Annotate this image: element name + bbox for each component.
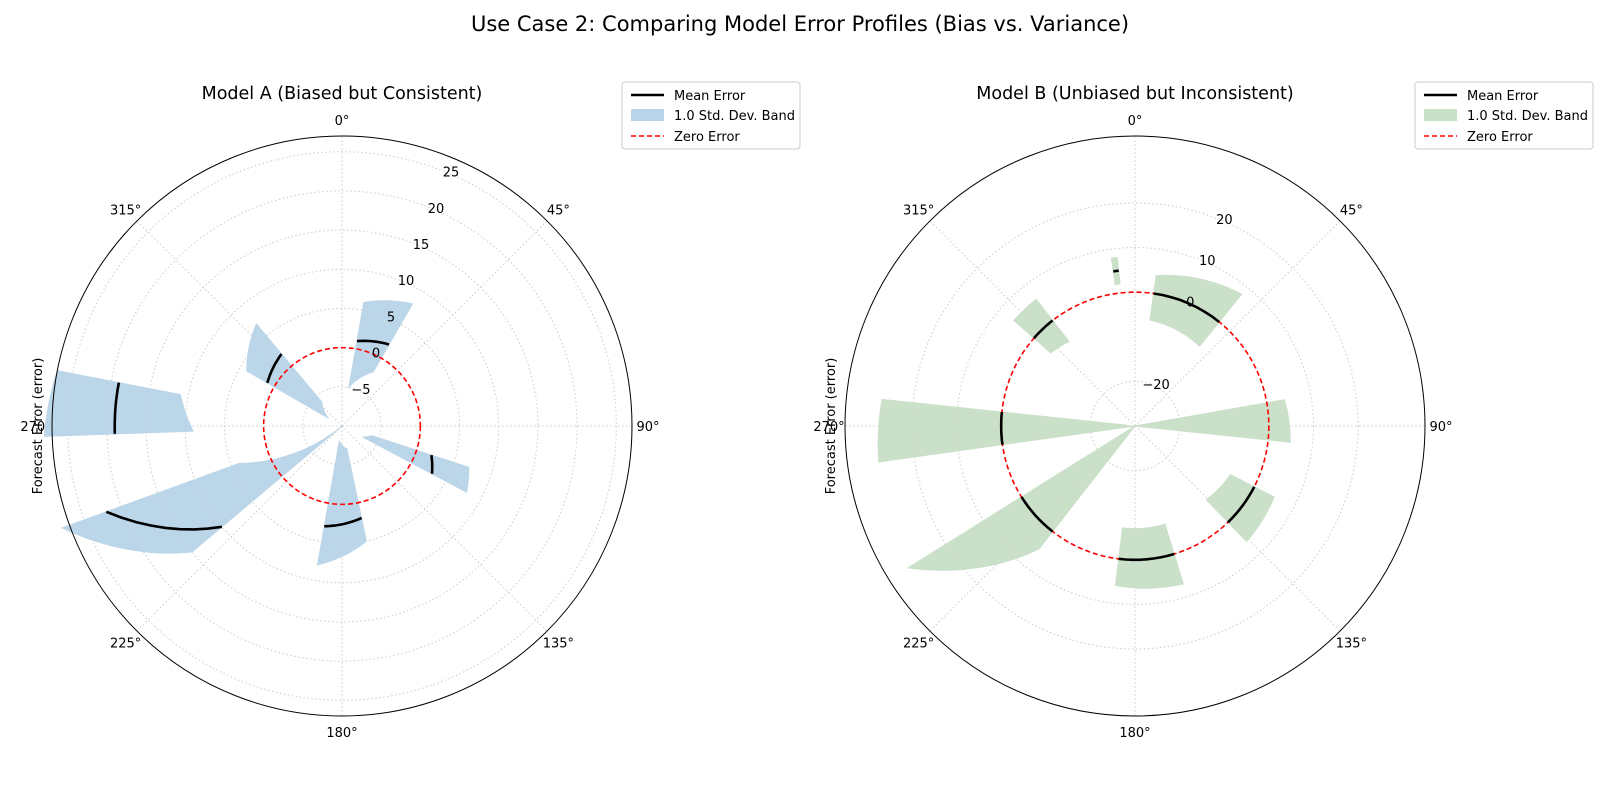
radial-gridline: [145, 229, 539, 623]
radial-tick-label: 10: [398, 274, 415, 289]
radial-gridline: [106, 190, 578, 662]
legend-band-label: 1.0 Std. Dev. Band: [1467, 109, 1588, 124]
angle-tick-label: 270°: [20, 420, 51, 435]
angle-tick-label: 315°: [110, 204, 141, 219]
legend-mean-label: Mean Error: [674, 89, 746, 104]
angle-tick-label: 45°: [547, 204, 570, 219]
legend-band-swatch: [1424, 109, 1457, 121]
mean-error-segment: [105, 510, 223, 531]
mean-error-segment: [113, 382, 121, 434]
angle-tick-label: 90°: [1429, 420, 1452, 435]
radial-tick-label: 0: [372, 347, 380, 362]
radial-tick-label: −20: [1142, 378, 1169, 393]
mean-error-segment: [1118, 552, 1175, 562]
std-band-sector: [316, 439, 367, 566]
std-band-sector: [1114, 523, 1184, 589]
angle-tick-label: 315°: [903, 204, 934, 219]
legend-band-swatch: [631, 109, 664, 121]
polar-plot-area: 0° 45° 90° 135° 180° 225° 270° 315° −5 0 5 10 15 20 25: [20, 114, 659, 741]
angular-gridline: [341, 425, 548, 632]
mean-error-segment: [1113, 269, 1119, 273]
mean-error-segment: [356, 339, 390, 346]
mean-error-segment: [1020, 496, 1054, 533]
radial-tick-label: −5: [351, 383, 370, 398]
mean-error-segment: [430, 454, 434, 474]
angle-tick-label: 270°: [813, 420, 844, 435]
std-band-sector: [60, 425, 343, 554]
std-band-sector: [877, 398, 1136, 463]
radial-axis-label: Forecast Error (error): [824, 358, 839, 495]
radial-tick-label: 0: [1186, 295, 1194, 310]
angle-tick-label: 0°: [335, 114, 350, 129]
legend-frame: [621, 81, 801, 150]
radial-tick-label: 25: [443, 166, 460, 181]
mean-error-segment: [1227, 486, 1256, 524]
std-band-sector: [348, 300, 414, 390]
mean-error-segment: [324, 516, 363, 528]
radial-tick-label: 5: [387, 310, 395, 325]
mean-error-segment: [1153, 292, 1220, 324]
angle-tick-label: 45°: [1340, 204, 1363, 219]
polar-frame: [51, 135, 633, 717]
radial-tick-label: 20: [1216, 213, 1233, 228]
legend-mean-label: Mean Error: [1467, 89, 1539, 104]
angle-tick-label: 0°: [1128, 114, 1143, 129]
panel-model-a: Model A (Biased but Consistent) 0° 45° 90°…: [20, 81, 801, 741]
std-band-sector: [43, 370, 194, 437]
legend-band-label: 1.0 Std. Dev. Band: [674, 109, 795, 124]
std-band-sector: [1013, 298, 1070, 354]
polar-frame: [844, 135, 1426, 717]
std-band-sector: [1134, 399, 1291, 443]
angle-tick-label: 225°: [110, 636, 141, 651]
mean-error-segment: [999, 411, 1004, 445]
panel-title: Model A (Biased but Consistent): [202, 84, 483, 104]
radial-tick-label: 20: [428, 202, 445, 217]
angular-gridline: [341, 220, 548, 427]
legend: Mean Error 1.0 Std. Dev. Band Zero Error: [1414, 81, 1594, 150]
angular-gridline: [1134, 220, 1341, 427]
radial-tick-label: 10: [1199, 254, 1216, 269]
std-band-sector: [246, 322, 329, 419]
figure-suptitle: Use Case 2: Comparing Model Error Profil…: [471, 12, 1129, 36]
angular-gridline: [136, 425, 343, 632]
angle-tick-label: 225°: [903, 636, 934, 651]
panel-model-b: Model B (Unbiased but Inconsistent) 0° 45…: [813, 81, 1594, 741]
angle-tick-label: 180°: [326, 726, 357, 741]
legend-zero-label: Zero Error: [674, 130, 740, 145]
angle-tick-label: 180°: [1119, 726, 1150, 741]
std-band-sector: [1149, 274, 1243, 348]
legend: Mean Error 1.0 Std. Dev. Band Zero Error: [621, 81, 801, 150]
mean-error-segment: [266, 353, 283, 384]
radial-tick-label: 15: [413, 238, 430, 253]
legend-zero-label: Zero Error: [1467, 130, 1533, 145]
panel-title: Model B (Unbiased but Inconsistent): [976, 84, 1293, 104]
mean-error-segment: [1033, 319, 1054, 340]
polar-plot-area: 0° 45° 90° 135° 180° 225° 270° 315° −20 0 10 20: [813, 114, 1452, 741]
angle-tick-label: 135°: [543, 636, 574, 651]
std-band-sector: [362, 435, 470, 493]
angle-tick-label: 135°: [1336, 636, 1367, 651]
legend-frame: [1414, 81, 1594, 150]
angle-tick-label: 90°: [636, 420, 659, 435]
radial-axis-label: Forecast Error (error): [31, 358, 46, 495]
zero-error-circle: [262, 346, 422, 506]
